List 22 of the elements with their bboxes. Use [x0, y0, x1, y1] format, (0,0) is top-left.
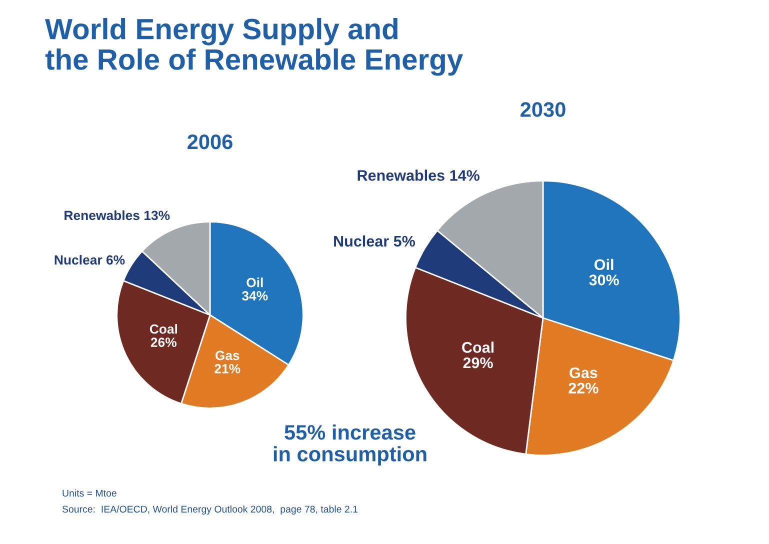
source-note: Source: IEA/OECD, World Energy Outlook 2008, page 78, table 2.1	[62, 505, 358, 515]
slice-label: Coal	[462, 342, 494, 353]
data-label: 21%	[214, 364, 240, 374]
slice-label: Oil	[594, 258, 614, 270]
slice-label: Oil	[246, 278, 263, 288]
slice-label: Nuclear 5%	[334, 235, 416, 247]
slice-label: Gas	[570, 367, 598, 378]
text: 55% increase in consumption	[274, 424, 426, 466]
data-label: 26%	[150, 338, 177, 347]
data-label: 30%	[589, 274, 619, 286]
data-label: 34%	[242, 291, 268, 301]
data-label: 29%	[463, 357, 493, 368]
text: Units = Mtoe	[62, 489, 116, 497]
slice-label: Renewables 13%	[64, 210, 170, 220]
slice-label: Nuclear 6%	[54, 254, 125, 265]
chart-title: 2006	[188, 134, 232, 150]
slice-label: Renewables 14%	[358, 170, 480, 181]
data-label: 22%	[568, 382, 598, 394]
chart-title: 2030	[520, 102, 566, 117]
slice-label: Coal	[150, 324, 178, 334]
text: World Energy Supply and the Role of Renewable Energy	[45, 18, 463, 76]
slice-label: Gas	[215, 350, 240, 360]
